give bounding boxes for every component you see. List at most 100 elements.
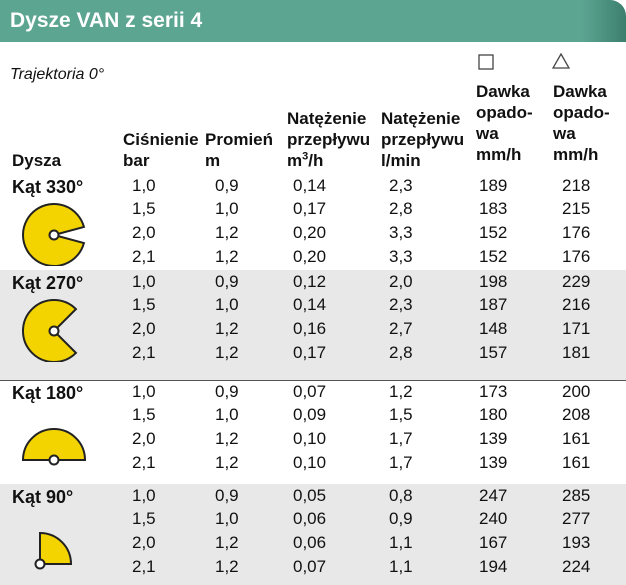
pressure-cell: 2,1 <box>132 343 156 362</box>
group-label: Kąt 270° <box>12 273 84 293</box>
rate-square-cell: 157 <box>479 343 508 362</box>
nozzle-center-marker <box>48 454 60 466</box>
pressure-cell: 1,0 <box>132 176 156 195</box>
nozzle-sector-icon <box>22 203 86 266</box>
radius-cell: 1,2 <box>215 453 239 472</box>
group-label: Kąt 180° <box>12 383 84 403</box>
radius-cell: 1,0 <box>215 405 239 424</box>
flow-m3h-cell: 0,06 <box>293 509 327 528</box>
flow-lmin-cell: 2,8 <box>389 199 413 218</box>
flow-m3h-cell: 0,14 <box>293 295 327 314</box>
rate-square-cell: 173 <box>479 382 508 401</box>
rate-triangle-cell: 285 <box>562 486 591 505</box>
pressure-cell: 2,1 <box>132 557 156 576</box>
nozzle-group: Kąt 330° 1,0 0,9 0,14 2,3 189 218 1,5 1,0 0,17 2,8… <box>0 174 626 270</box>
rate-triangle-cell: 193 <box>562 533 591 552</box>
nozzle-sector-shape <box>39 531 73 565</box>
pressure-cell: 1,5 <box>132 405 156 424</box>
header-promien: Promień m <box>205 130 274 170</box>
pressure-cell: 2,0 <box>132 533 156 552</box>
rate-triangle-cell: 176 <box>562 223 591 242</box>
title-bar: Dysze VAN z serii 4 <box>0 0 626 42</box>
rate-triangle-cell: 181 <box>562 343 591 362</box>
pressure-cell: 2,1 <box>132 247 156 266</box>
rate-square-cell: 240 <box>479 509 508 528</box>
rate-triangle-cell: 229 <box>562 272 591 291</box>
pressure-cell: 2,0 <box>132 319 156 338</box>
header-cisnienie: Ciśnienie bar <box>123 130 199 170</box>
flow-lmin-cell: 3,3 <box>389 223 413 242</box>
pressure-cell: 2,0 <box>132 223 156 242</box>
flow-m3h-cell: 0,20 <box>293 247 327 266</box>
header-natezenie-lmin: Natężenie przepływu l/min <box>381 109 465 170</box>
group-divider <box>0 380 626 381</box>
rate-square-cell: 152 <box>479 223 508 242</box>
rate-square-cell: 247 <box>479 486 508 505</box>
rate-square-cell: 194 <box>479 557 508 576</box>
flow-m3h-cell: 0,17 <box>293 199 327 218</box>
flow-m3h-cell: 0,14 <box>293 176 327 195</box>
pressure-cell: 1,0 <box>132 486 156 505</box>
flow-m3h-cell: 0,12 <box>293 272 327 291</box>
flow-lmin-cell: 1,1 <box>389 557 413 576</box>
radius-cell: 1,2 <box>215 557 239 576</box>
nozzle-center-marker <box>48 325 60 337</box>
radius-cell: 1,2 <box>215 343 239 362</box>
radius-cell: 1,2 <box>215 319 239 338</box>
rate-triangle-cell: 176 <box>562 247 591 266</box>
flow-lmin-cell: 2,3 <box>389 176 413 195</box>
flow-lmin-cell: 3,3 <box>389 247 413 266</box>
flow-m3h-cell: 0,10 <box>293 429 327 448</box>
flow-m3h-cell: 0,06 <box>293 533 327 552</box>
flow-lmin-cell: 1,1 <box>389 533 413 552</box>
rate-triangle-cell: 218 <box>562 176 591 195</box>
flow-m3h-cell: 0,05 <box>293 486 327 505</box>
flow-lmin-cell: 2,7 <box>389 319 413 338</box>
flow-lmin-cell: 2,8 <box>389 343 413 362</box>
rate-square-cell: 180 <box>479 405 508 424</box>
radius-cell: 0,9 <box>215 176 239 195</box>
rate-triangle-cell: 200 <box>562 382 591 401</box>
trajectory-note: Trajektoria 0° <box>10 66 105 83</box>
nozzle-sector-icon <box>22 299 78 362</box>
radius-cell: 1,2 <box>215 223 239 242</box>
flow-lmin-cell: 1,7 <box>389 429 413 448</box>
nozzle-group: Kąt 270° 1,0 0,9 0,12 2,0 198 229 1,5 1,0 0,14 2,3… <box>0 270 626 380</box>
flow-lmin-cell: 0,9 <box>389 509 413 528</box>
rate-square-cell: 167 <box>479 533 508 552</box>
nozzle-center-marker <box>34 558 46 570</box>
group-label: Kąt 330° <box>12 177 84 197</box>
rate-triangle-cell: 216 <box>562 295 591 314</box>
rate-triangle-cell: 224 <box>562 557 591 576</box>
flow-m3h-cell: 0,16 <box>293 319 327 338</box>
rate-square-cell: 152 <box>479 247 508 266</box>
flow-m3h-cell: 0,10 <box>293 453 327 472</box>
flow-m3h-cell: 0,20 <box>293 223 327 242</box>
header-dysza: Dysza <box>12 151 62 170</box>
triangle-icon <box>552 53 570 69</box>
rate-triangle-cell: 277 <box>562 509 591 528</box>
flow-lmin-cell: 1,2 <box>389 382 413 401</box>
square-icon <box>478 54 494 70</box>
pressure-cell: 1,5 <box>132 509 156 528</box>
rate-square-cell: 198 <box>479 272 508 291</box>
rate-square-cell: 187 <box>479 295 508 314</box>
header-dawka-square: Dawka opado- wa mm/h <box>476 82 533 164</box>
page-title: Dysze VAN z serii 4 <box>10 9 203 32</box>
radius-cell: 1,0 <box>215 199 239 218</box>
pressure-cell: 1,0 <box>132 382 156 401</box>
rate-square-cell: 139 <box>479 453 508 472</box>
rate-square-cell: 183 <box>479 199 508 218</box>
radius-cell: 1,2 <box>215 247 239 266</box>
nozzle-group: Kąt 180° 1,0 0,9 0,07 1,2 173 200 1,5 1,0 0,09 1,5… <box>0 380 626 484</box>
flow-m3h-cell: 0,09 <box>293 405 327 424</box>
radius-cell: 1,0 <box>215 509 239 528</box>
rate-triangle-cell: 208 <box>562 405 591 424</box>
rate-square-cell: 148 <box>479 319 508 338</box>
flow-lmin-cell: 2,3 <box>389 295 413 314</box>
group-label: Kąt 90° <box>12 487 74 507</box>
flow-lmin-cell: 1,5 <box>389 405 413 424</box>
pressure-cell: 1,0 <box>132 272 156 291</box>
radius-cell: 0,9 <box>215 272 239 291</box>
